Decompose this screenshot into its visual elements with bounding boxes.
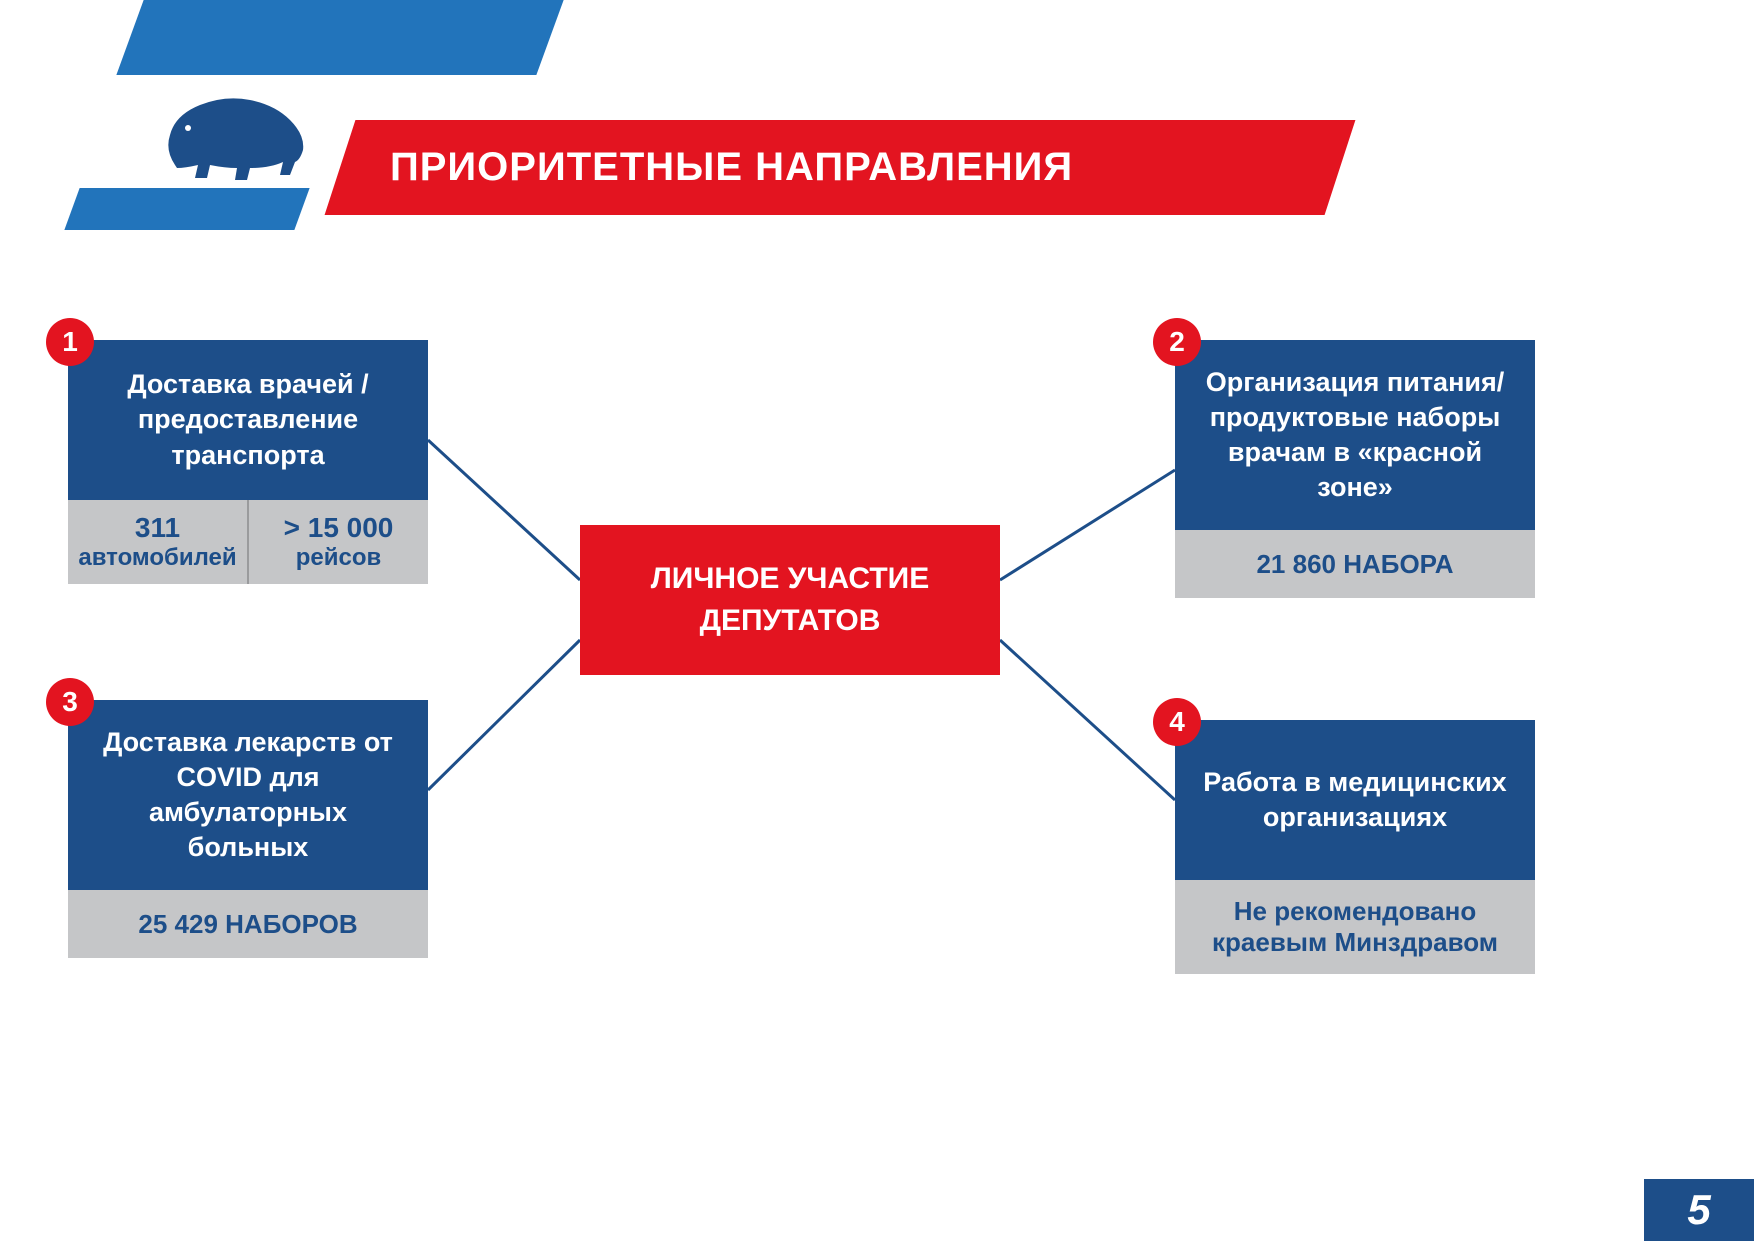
priority-title-1: Доставка врачей / предоставление транспо… — [68, 340, 428, 500]
priority-badge-4: 4 — [1153, 698, 1201, 746]
split-number: 311 — [135, 512, 180, 544]
split-label: автомобилей — [78, 544, 236, 572]
priority-badge-1: 1 — [46, 318, 94, 366]
priority-badge-3: 3 — [46, 678, 94, 726]
priority-stat-4: Не рекомендовано краевым Минздравом — [1175, 880, 1535, 974]
central-box: ЛИЧНОЕ УЧАСТИЕ ДЕПУТАТОВ — [580, 525, 1000, 675]
header-region: ПРИОРИТЕТНЫЕ НАПРАВЛЕНИЯ — [0, 0, 1754, 260]
connector-line-3 — [428, 640, 580, 790]
connector-line-4 — [1000, 640, 1175, 800]
priority-stat-3: 25 429 НАБОРОВ — [68, 890, 428, 958]
header-blue-shape — [116, 0, 563, 75]
header-title-bar: ПРИОРИТЕТНЫЕ НАПРАВЛЕНИЯ — [325, 120, 1356, 215]
priority-stat-1: 311автомобилей> 15 000рейсов — [68, 500, 428, 584]
connector-line-1 — [428, 440, 580, 580]
priority-box-4: 4Работа в медицинских организацияхНе рек… — [1175, 720, 1535, 974]
priority-box-3: 3Доставка лекарств от COVID для амбулато… — [68, 700, 428, 958]
priority-badge-2: 2 — [1153, 318, 1201, 366]
priority-1-split-0: 311автомобилей — [68, 500, 249, 584]
header-title: ПРИОРИТЕТНЫЕ НАПРАВЛЕНИЯ — [340, 145, 1073, 190]
central-line-2: ДЕПУТАТОВ — [700, 600, 881, 642]
bear-logo-icon — [155, 80, 315, 190]
priority-box-1: 1Доставка врачей / предоставление трансп… — [68, 340, 428, 584]
priority-box-2: 2Организация питания/ продуктовые наборы… — [1175, 340, 1535, 598]
page-number: 5 — [1644, 1179, 1754, 1241]
priority-title-4: Работа в медицинских организациях — [1175, 720, 1535, 880]
header-small-blue-shape — [64, 188, 309, 230]
central-line-1: ЛИЧНОЕ УЧАСТИЕ — [651, 558, 930, 600]
connector-line-2 — [1000, 470, 1175, 580]
priority-stat-2: 21 860 НАБОРА — [1175, 530, 1535, 598]
priority-title-2: Организация питания/ продуктовые наборы … — [1175, 340, 1535, 530]
priority-1-split-1: > 15 000рейсов — [249, 500, 428, 584]
split-number: > 15 000 — [284, 512, 394, 544]
split-label: рейсов — [296, 544, 382, 572]
priority-title-3: Доставка лекарств от COVID для амбулатор… — [68, 700, 428, 890]
